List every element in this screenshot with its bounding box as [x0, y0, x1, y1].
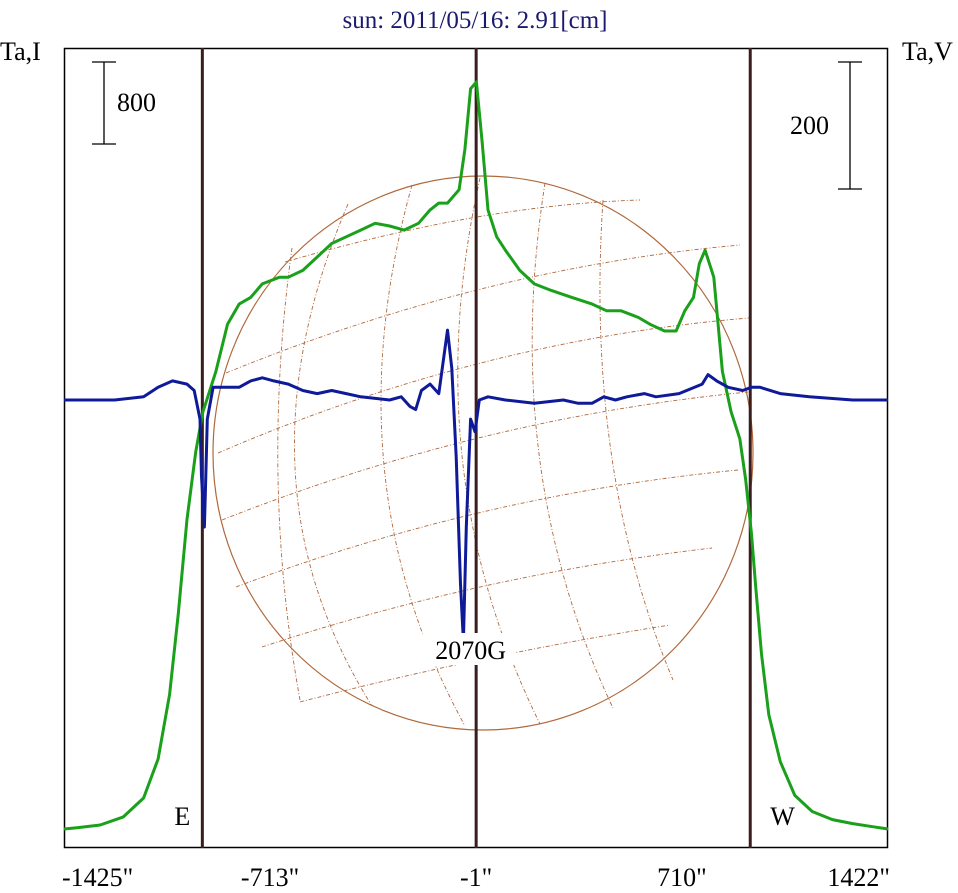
x-tick-label-4: 1422": [827, 863, 890, 892]
x-tick-label-2: -1": [460, 863, 492, 892]
left-scale-value: 800: [117, 88, 156, 117]
x-tick-label-3: 710": [657, 863, 707, 892]
solar-disk: [212, 175, 754, 731]
annotation-bg-0: [422, 633, 515, 665]
left-scale-bar: [92, 61, 116, 145]
limb-label-W: W: [770, 802, 795, 831]
series-line-polarization: [64, 328, 888, 643]
right-axis-label: Ta,V: [902, 37, 953, 66]
right-scale-bar: [838, 61, 862, 190]
x-tick-label-1: -713": [241, 863, 299, 892]
limb-label-E: E: [174, 802, 190, 831]
left-axis-label: Ta,I: [0, 37, 41, 66]
x-tick-label-0: -1425": [62, 863, 133, 892]
annotation-label-0: 2070G: [435, 636, 506, 665]
series-line-intensity: [63, 80, 889, 831]
chart-title: sun: 2011/05/16: 2.91[cm]: [342, 7, 607, 34]
right-scale-value: 200: [790, 111, 829, 140]
